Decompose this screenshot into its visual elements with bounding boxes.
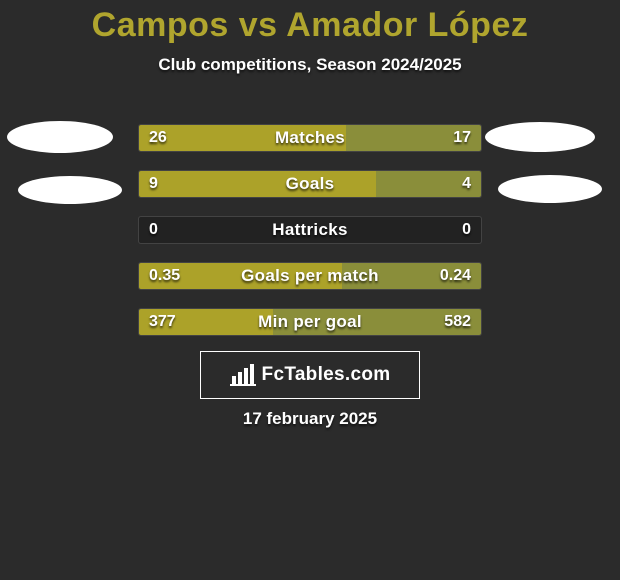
bar-row-matches: 2617Matches (138, 124, 482, 152)
comparison-figure: Campos vs Amador López Club competitions… (0, 0, 620, 580)
bar-label: Hattricks (139, 217, 481, 243)
brand-text: FcTables.com (262, 364, 391, 386)
bar-label: Goals (139, 171, 481, 197)
bar-label: Matches (139, 125, 481, 151)
bar-row-mpg: 377582Min per goal (138, 308, 482, 336)
brand-box: FcTables.com (200, 351, 420, 399)
avatar-right (498, 175, 602, 203)
bar-label: Goals per match (139, 263, 481, 289)
avatar-left (7, 121, 113, 153)
bar-label: Min per goal (139, 309, 481, 335)
page-subtitle: Club competitions, Season 2024/2025 (0, 55, 620, 75)
figure-date: 17 february 2025 (0, 409, 620, 429)
bar-row-goals: 94Goals (138, 170, 482, 198)
page-title: Campos vs Amador López (0, 0, 620, 45)
comparison-bars: 2617Matches 94Goals 00Hattricks 0.350.24Goa… (138, 124, 482, 354)
bar-chart-icon (230, 364, 256, 386)
avatar-right (485, 122, 595, 152)
bar-row-gpm: 0.350.24Goals per match (138, 262, 482, 290)
bar-row-hattricks: 00Hattricks (138, 216, 482, 244)
avatar-left (18, 176, 122, 204)
